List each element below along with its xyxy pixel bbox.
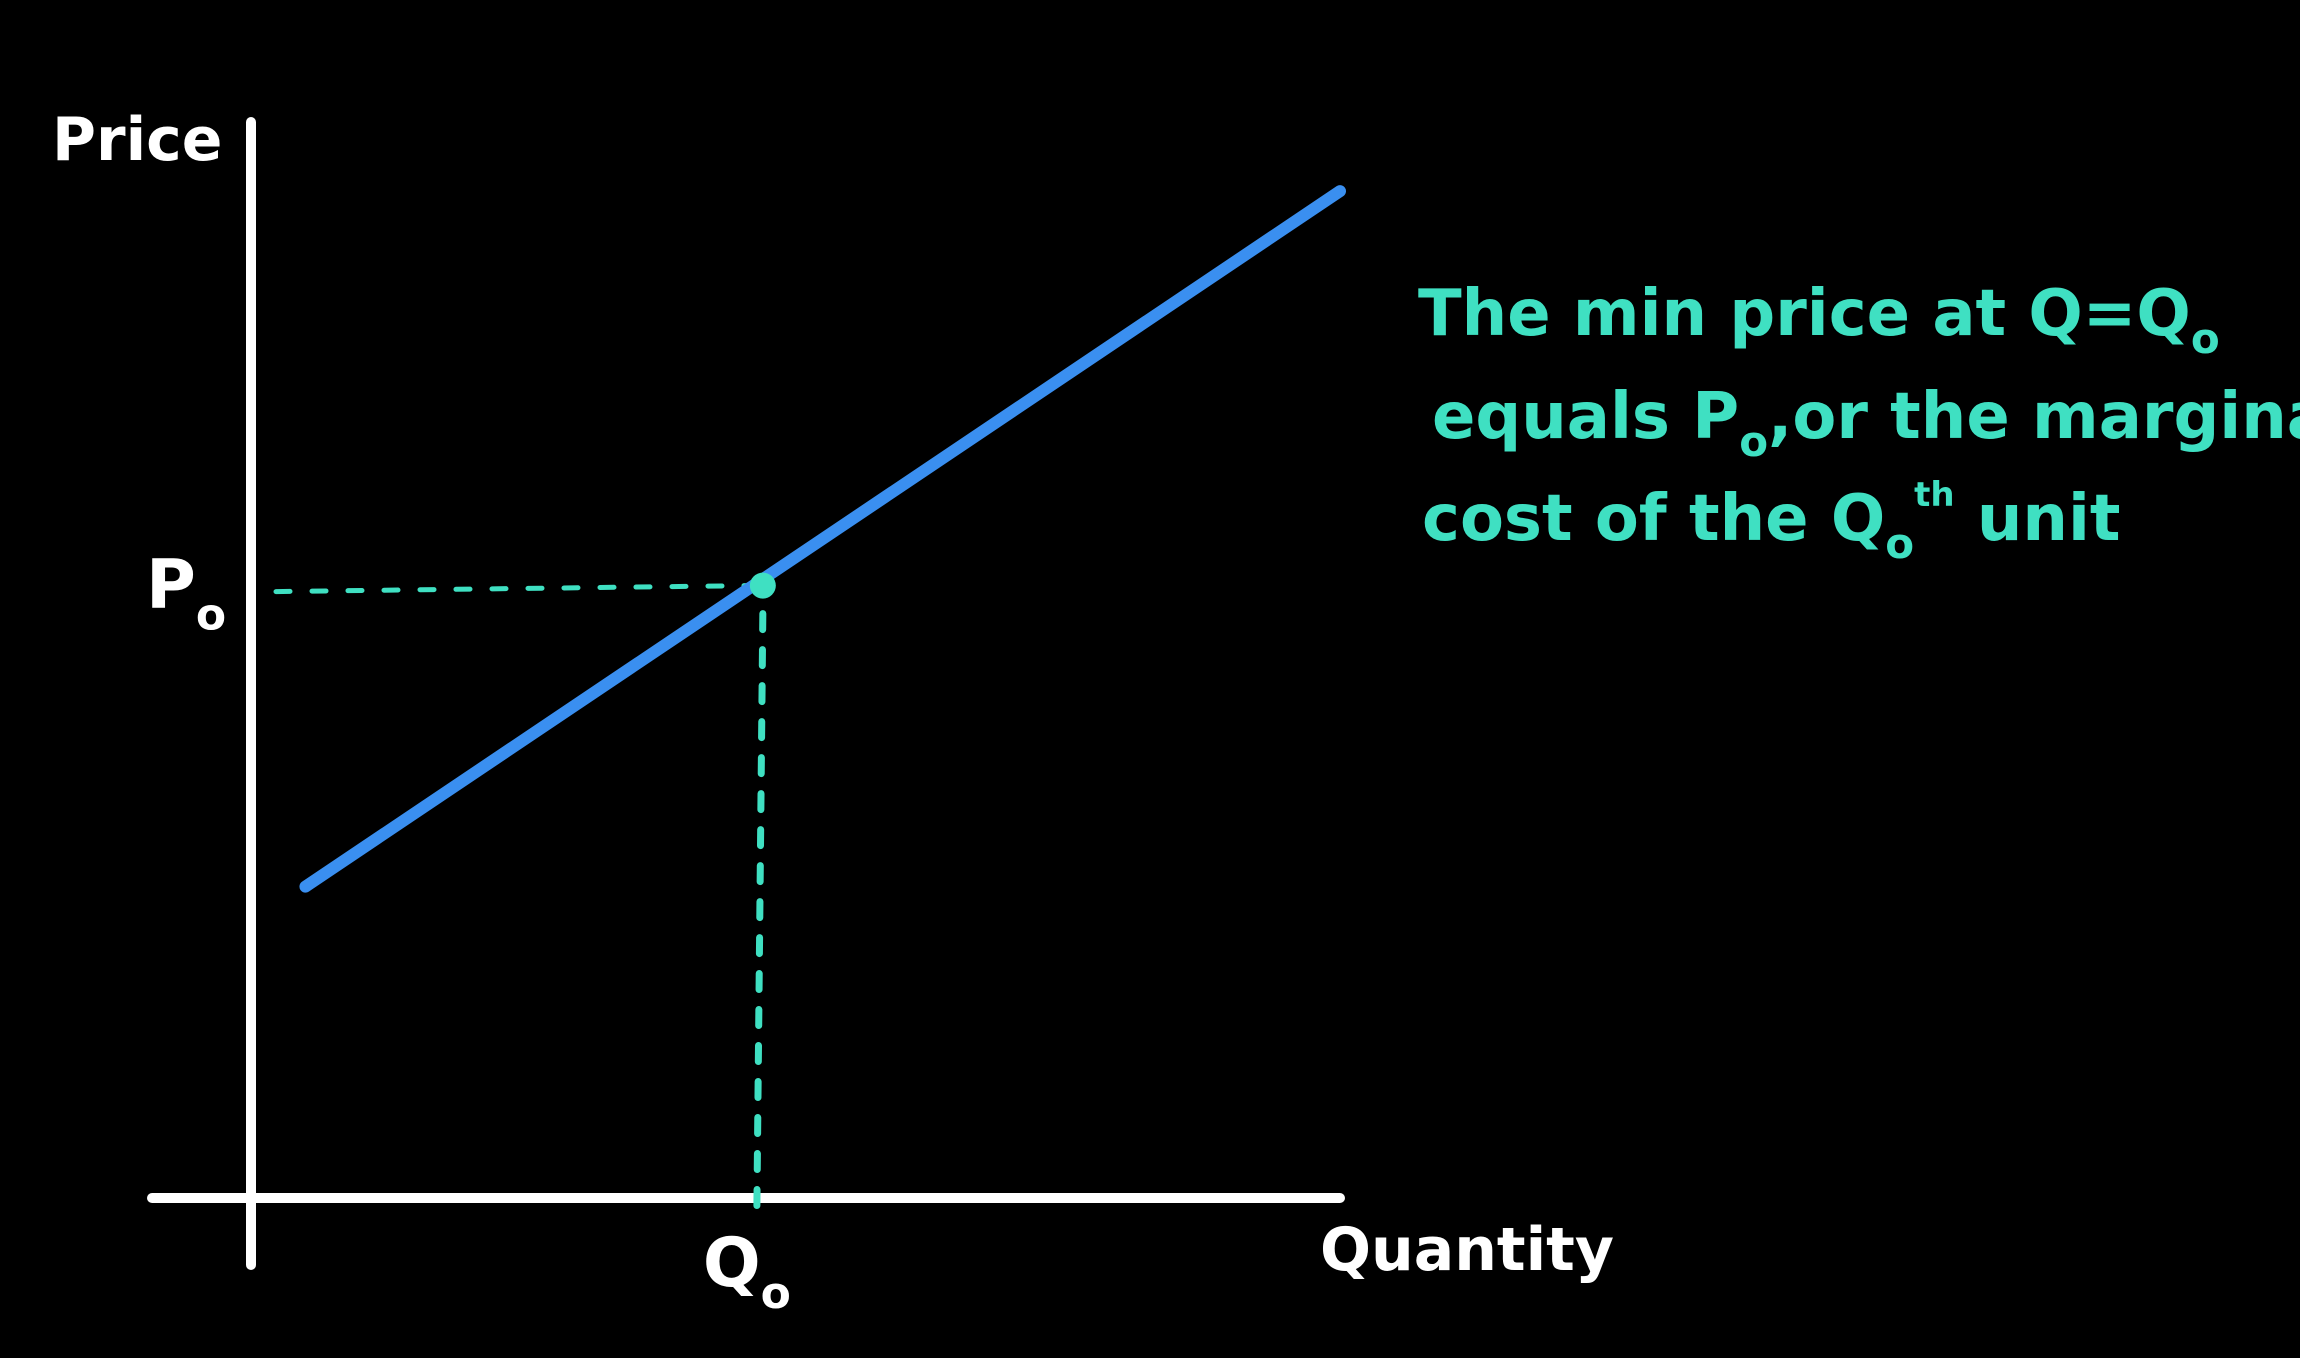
x-tick-sub: o bbox=[761, 1268, 791, 1319]
y-axis-label: Price bbox=[52, 105, 222, 175]
vertical-guide-line bbox=[753, 610, 767, 1216]
x-axis-label: Quantity bbox=[1320, 1215, 1614, 1285]
y-tick-main: P bbox=[146, 546, 196, 625]
y-tick-label-p0: Po bbox=[146, 546, 226, 641]
supply-curve-line bbox=[299, 185, 1346, 893]
annotation: The min price at Q=Qo equals Po,or the m… bbox=[1418, 277, 2300, 568]
y-tick-sub: o bbox=[196, 590, 226, 641]
annotation-line-2: equals Po,or the marginal bbox=[1432, 380, 2300, 466]
equilibrium-point bbox=[749, 572, 776, 599]
x-tick-main: Q bbox=[703, 1224, 761, 1303]
guide-lines bbox=[273, 583, 767, 1216]
horizontal-guide-line bbox=[273, 583, 754, 595]
x-tick-label-q0: Qo bbox=[703, 1224, 791, 1319]
annotation-line-1: The min price at Q=Qo bbox=[1418, 277, 2220, 363]
annotation-line-3: cost of the Qoth unit bbox=[1422, 475, 2120, 568]
